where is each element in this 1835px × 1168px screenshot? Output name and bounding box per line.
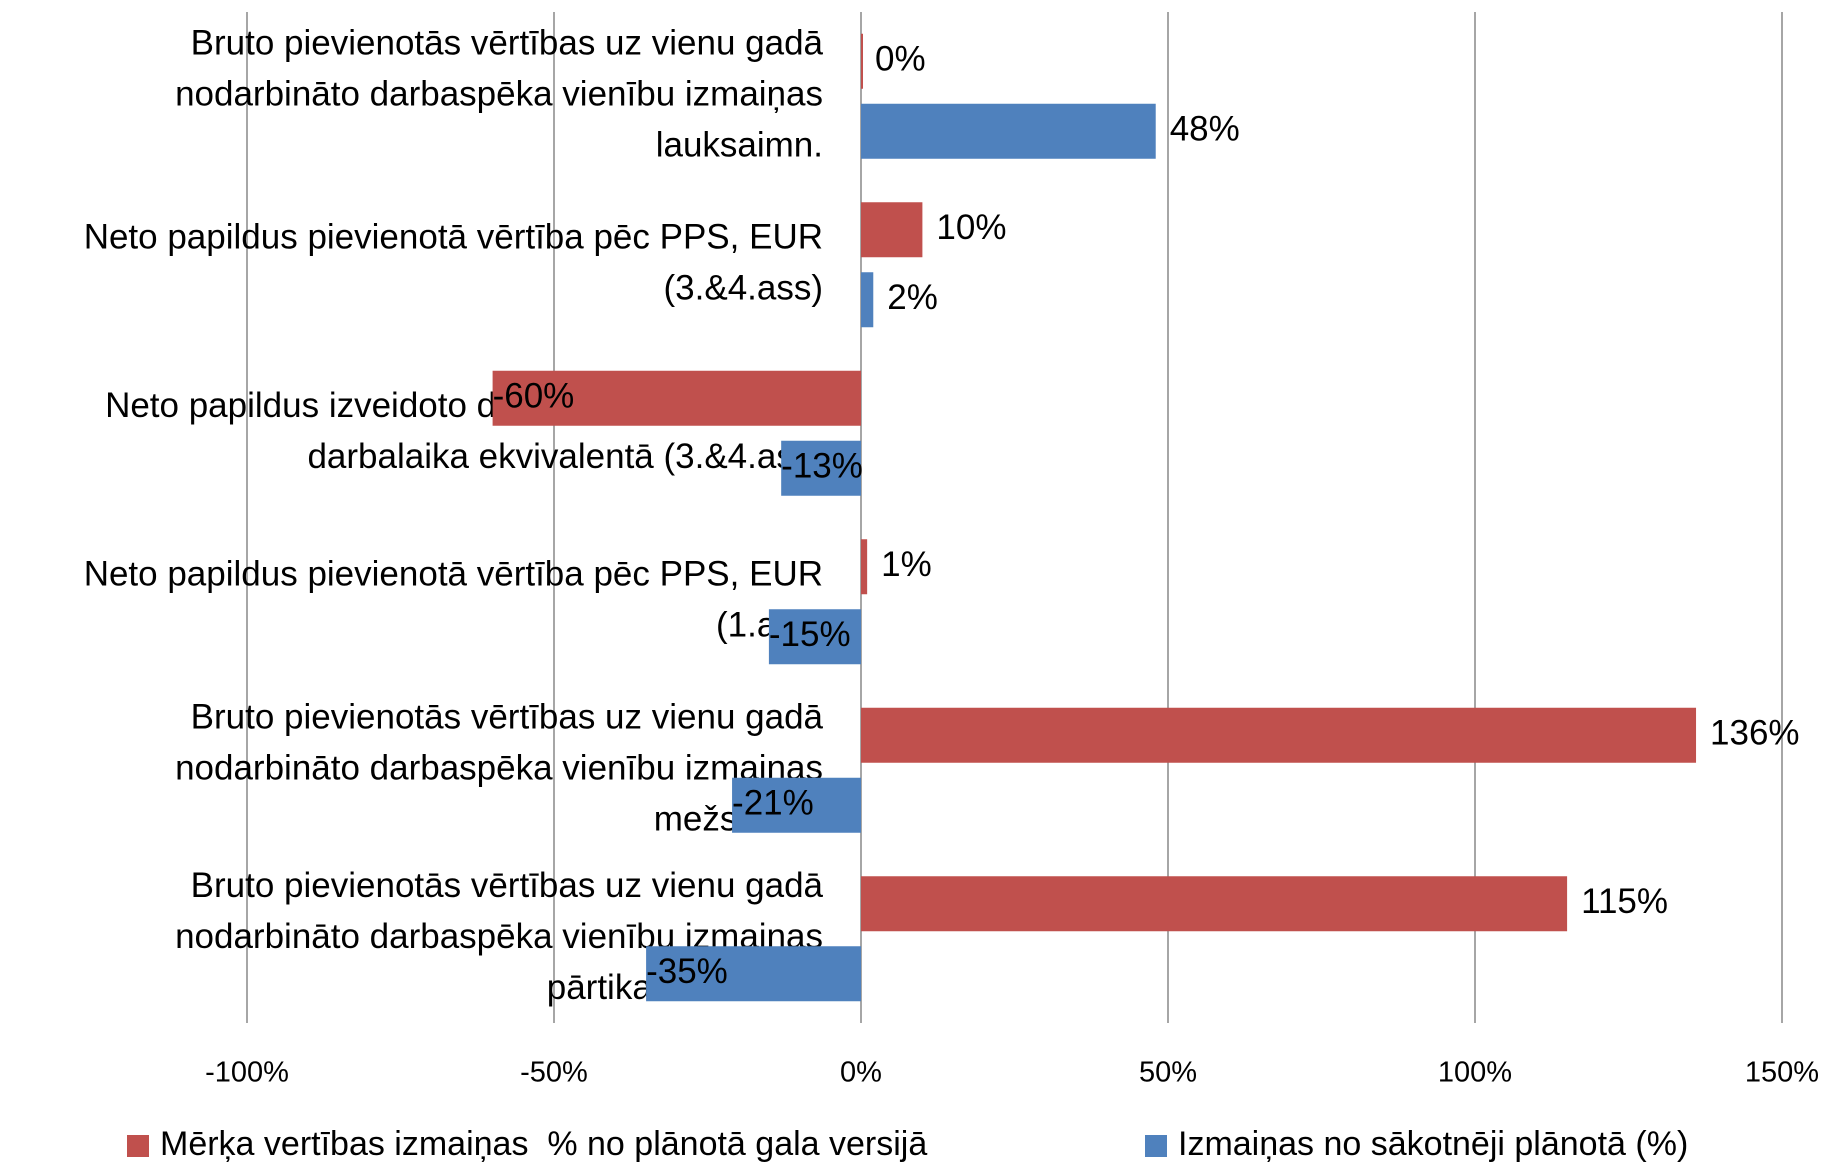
data-label: 0%	[875, 40, 926, 79]
data-label: 1%	[881, 545, 932, 584]
x-tick-label: -50%	[520, 1057, 588, 1089]
bar	[861, 876, 1568, 932]
category-line: nodarbināto darbaspēka vienību izmaiņas	[175, 749, 823, 788]
bar	[781, 440, 861, 496]
x-tick-label: -100%	[205, 1057, 289, 1089]
bar	[861, 103, 1156, 159]
data-label: -35%	[646, 952, 728, 991]
bar	[861, 202, 923, 258]
category-line: darbalaika ekvivalentā (3.&4.ass)	[307, 437, 823, 476]
legend-swatch	[1145, 1135, 1167, 1157]
x-tick-label: 50%	[1139, 1057, 1197, 1089]
bar	[646, 946, 861, 1002]
bar	[732, 777, 861, 833]
category-line: (3.&4.ass)	[664, 269, 824, 308]
legend-swatch	[127, 1135, 149, 1157]
data-label: 10%	[936, 208, 1006, 247]
category-line: Bruto pievienotās vērtības uz vienu gadā	[191, 24, 824, 63]
data-label: 136%	[1710, 714, 1800, 753]
category-label: Bruto pievienotās vērtības uz vienu gadā…	[175, 698, 823, 839]
bar	[861, 33, 863, 89]
x-tick-label: 150%	[1745, 1057, 1819, 1089]
category-line: Neto papildus pievienotā vērtība pēc PPS…	[84, 218, 823, 257]
bar	[861, 272, 874, 328]
data-label: -60%	[493, 377, 575, 416]
legend-label: Izmaiņas no sākotnēji plānotā (%)	[1178, 1125, 1688, 1163]
data-label: 115%	[1581, 882, 1668, 921]
bar	[768, 609, 861, 665]
category-line: Neto papildus pievienotā vērtība pēc PPS…	[84, 555, 823, 594]
data-label: -15%	[769, 615, 851, 654]
bar	[492, 370, 861, 426]
x-tick-label: 0%	[840, 1057, 882, 1089]
bar	[861, 539, 868, 595]
category-label: Neto papildus pievienotā vērtība pēc PPS…	[84, 218, 823, 308]
category-label: Neto papildus pievienotā vērtība pēc PPS…	[84, 555, 823, 645]
category-label: Bruto pievienotās vērtības uz vienu gadā…	[175, 24, 823, 165]
bar	[861, 707, 1697, 763]
data-label: 2%	[887, 278, 938, 317]
category-line: Bruto pievienotās vērtības uz vienu gadā	[191, 698, 824, 737]
data-label: -13%	[781, 447, 863, 486]
category-line: Bruto pievienotās vērtības uz vienu gadā	[191, 866, 824, 905]
x-tick-label: 100%	[1438, 1057, 1512, 1089]
legend-label: Mērķa vertības izmaiņas % no plānotā gal…	[160, 1125, 927, 1163]
category-line: nodarbināto darbaspēka vienību izmaiņas	[175, 75, 823, 114]
data-label: -21%	[732, 784, 814, 823]
category-line: lauksaimn.	[656, 126, 823, 165]
data-label: 48%	[1170, 110, 1240, 149]
